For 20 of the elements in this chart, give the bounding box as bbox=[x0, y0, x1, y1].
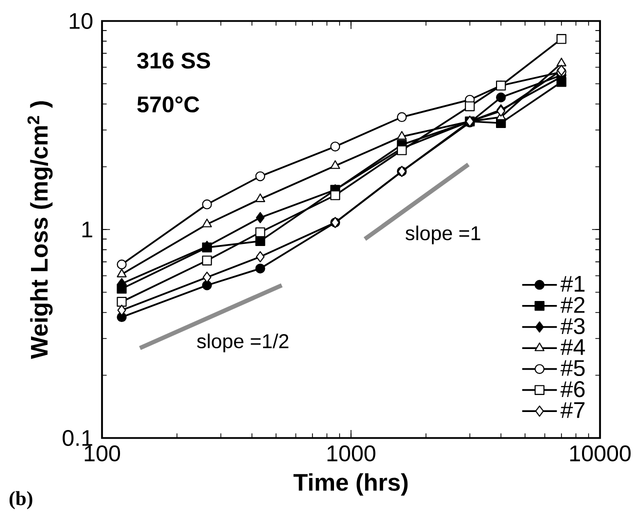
legend-label: #2 bbox=[560, 296, 584, 313]
y-tick-label: 10 bbox=[70, 12, 92, 30]
x-axis-title: Time (hrs) bbox=[293, 473, 408, 496]
x-tick-label: 10000 bbox=[570, 445, 631, 462]
legend-label: #5 bbox=[560, 360, 585, 376]
annotation: 316 SS bbox=[137, 52, 210, 69]
y-tick-label: 0.1 bbox=[62, 430, 92, 446]
text: (b) bbox=[10, 491, 32, 510]
annotation: slope =1 bbox=[406, 226, 480, 244]
x-tick-label: 100 bbox=[84, 445, 120, 462]
x-tick-label: 1000 bbox=[328, 445, 376, 462]
annotation: 570°C bbox=[137, 96, 200, 112]
legend-label: #7 bbox=[560, 402, 584, 418]
annotation: slope =1/2 bbox=[197, 334, 288, 352]
y-tick-label: 1 bbox=[82, 222, 92, 238]
legend-label: #4 bbox=[560, 339, 585, 355]
legend-label: #3 bbox=[560, 318, 585, 334]
y-axis-title: Weight Loss (mg/cm$^{2}$ ) bbox=[27, 101, 53, 359]
legend-label: #1 bbox=[560, 276, 585, 292]
legend-label: #6 bbox=[560, 381, 585, 398]
